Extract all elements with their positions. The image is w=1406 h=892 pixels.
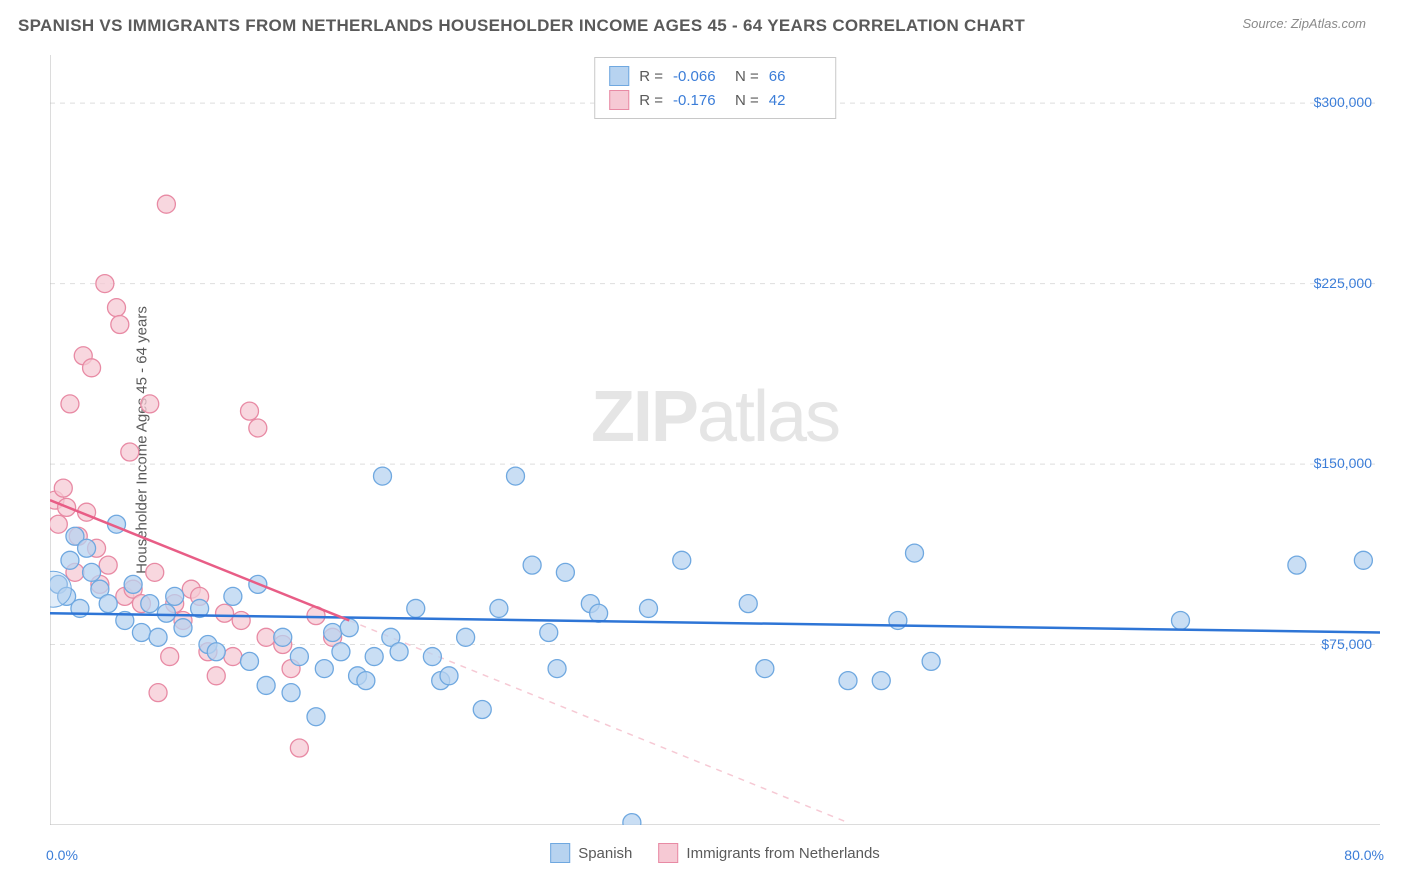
n-value-spanish: 66	[769, 68, 821, 85]
n-value-netherlands: 42	[769, 92, 821, 109]
x-max-label: 80.0%	[1344, 847, 1384, 863]
source-attribution: Source: ZipAtlas.com	[1242, 16, 1366, 31]
n-label: N =	[735, 68, 759, 85]
swatch-spanish	[550, 843, 570, 863]
scatter-plot	[50, 55, 1380, 825]
x-min-label: 0.0%	[46, 847, 78, 863]
legend-label-spanish: Spanish	[578, 845, 632, 862]
r-label: R =	[639, 68, 663, 85]
chart-area: Householder Income Ages 45 - 64 years ZI…	[50, 55, 1380, 825]
stats-row-spanish: R = -0.066 N = 66	[609, 64, 821, 88]
swatch-spanish	[609, 66, 629, 86]
legend-item-spanish: Spanish	[550, 843, 632, 863]
y-tick-label: $150,000	[1314, 455, 1372, 471]
y-tick-label: $300,000	[1314, 94, 1372, 110]
legend-label-netherlands: Immigrants from Netherlands	[686, 845, 879, 862]
stats-row-netherlands: R = -0.176 N = 42	[609, 88, 821, 112]
r-label: R =	[639, 92, 663, 109]
y-tick-label: $75,000	[1321, 636, 1372, 652]
y-tick-label: $225,000	[1314, 275, 1372, 291]
legend-item-netherlands: Immigrants from Netherlands	[658, 843, 879, 863]
series-legend: Spanish Immigrants from Netherlands	[550, 843, 880, 863]
r-value-netherlands: -0.176	[673, 92, 725, 109]
n-label: N =	[735, 92, 759, 109]
r-value-spanish: -0.066	[673, 68, 725, 85]
swatch-netherlands	[609, 90, 629, 110]
chart-title: SPANISH VS IMMIGRANTS FROM NETHERLANDS H…	[18, 16, 1025, 36]
correlation-stats-box: R = -0.066 N = 66 R = -0.176 N = 42	[594, 57, 836, 119]
swatch-netherlands	[658, 843, 678, 863]
